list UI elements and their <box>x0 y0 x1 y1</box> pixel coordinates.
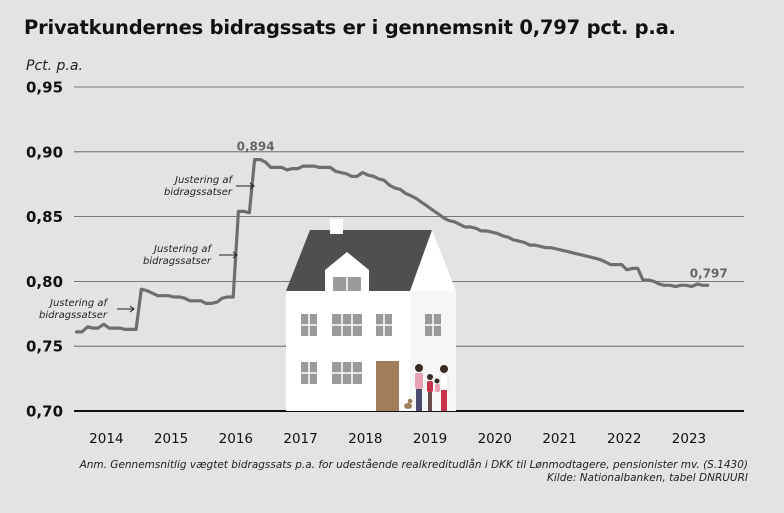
y-axis-unit-label: Pct. p.a. <box>26 58 83 74</box>
y-tick-label: 0,75 <box>26 338 63 356</box>
x-tick-label: 2021 <box>542 431 576 447</box>
y-tick-label: 0,80 <box>26 273 63 291</box>
chart-note: Anm. Gennemsnitlig vægtet bidragssats p.… <box>79 459 748 471</box>
house-chimney <box>330 219 343 234</box>
data-value-label: 0,894 <box>237 140 275 154</box>
adjustment-note-line: bidragssatser <box>164 187 233 198</box>
house-door <box>376 361 399 411</box>
y-tick-label: 0,90 <box>26 143 63 161</box>
family-figures <box>404 364 449 411</box>
x-tick-label: 2015 <box>154 431 188 447</box>
y-tick-label: 0,85 <box>26 208 63 226</box>
x-tick-label: 2017 <box>283 431 317 447</box>
adjustment-note-line: Justering af <box>173 175 233 186</box>
x-tick-label: 2018 <box>348 431 382 447</box>
adjustment-note-line: Justering af <box>48 298 108 309</box>
arrow-head <box>232 251 238 259</box>
x-tick-label: 2023 <box>672 431 706 447</box>
arrow-head <box>249 182 255 190</box>
adjustment-note-line: bidragssatser <box>143 256 212 267</box>
house-roof <box>286 230 432 291</box>
x-tick-labels: 2014 2015 2016 2017 2018 2019 2020 2021 2022 2023 <box>89 431 706 447</box>
adjustment-note-line: Justering af <box>152 244 212 255</box>
window-panes <box>301 277 441 384</box>
x-tick-label: 2020 <box>478 431 512 447</box>
chart-source: Kilde: Nationalbanken, tabel DNRUURI <box>546 472 748 484</box>
x-tick-label: 2022 <box>607 431 641 447</box>
x-tick-label: 2014 <box>89 431 123 447</box>
arrow-head <box>129 305 135 313</box>
series-line-group <box>74 158 710 334</box>
y-tick-label: 0,95 <box>26 79 63 97</box>
data-value-label: 0,797 <box>690 266 728 280</box>
house-side-gable <box>410 230 456 291</box>
series-line <box>74 158 710 334</box>
chart-title: Privatkundernes bidragssats er i gennems… <box>24 16 676 39</box>
x-tick-label: 2016 <box>219 431 253 447</box>
house-illustration <box>286 219 456 411</box>
adjustment-note-line: bidragssatser <box>39 310 108 321</box>
y-tick-labels: 0,70 0,75 0,80 0,85 0,90 0,95 <box>26 79 63 421</box>
y-tick-label: 0,70 <box>26 403 63 421</box>
x-tick-label: 2019 <box>413 431 447 447</box>
